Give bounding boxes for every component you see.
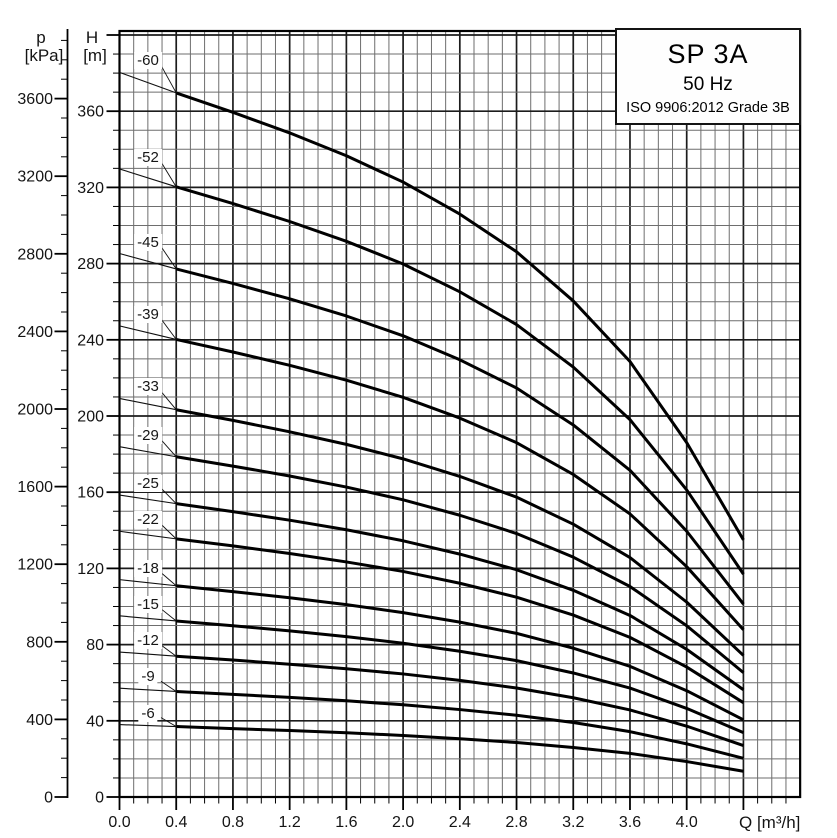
curve-label-9: -9: [138, 668, 158, 686]
flow-tick-label: 3.2: [562, 814, 584, 831]
curve-label-12: -12: [134, 632, 162, 650]
curve-thin-22: [119, 530, 177, 540]
curve-thin-12: [119, 651, 177, 657]
curve-leader-45: [160, 246, 177, 270]
head-tick-label: 120: [77, 561, 104, 578]
curve-thin-6: [119, 724, 177, 728]
curve-thin-52: [119, 168, 177, 188]
curve-25: [176, 502, 745, 691]
flow-tick-label: 2.4: [449, 814, 471, 831]
curve-52: [175, 185, 745, 575]
curve-leader-15: [160, 608, 177, 622]
head-tick-label: 80: [86, 637, 104, 654]
curve-leader-9: [160, 680, 177, 692]
curve-45: [175, 267, 745, 605]
curve-thin-39: [119, 325, 177, 340]
pressure-axis-name: p: [36, 28, 45, 47]
pressure-axis: 0 400 800 1200 1600 2000 2400 2800 3200 3600: [17, 29, 69, 807]
curve-label-6: -6: [138, 704, 158, 722]
curve-label-33: -33: [134, 378, 162, 396]
curve-label-22: -22: [134, 511, 162, 529]
head-tick-label: 0: [95, 790, 104, 807]
pressure-axis-unit: [kPa]: [25, 46, 64, 65]
flow-axis: 0.0 0.4 0.8 1.2 1.6 2.0 2.4 2.8 3.2 3.6 4.0: [108, 797, 787, 831]
curve-15: [176, 619, 745, 734]
grid: [119, 31, 801, 797]
curve-thin-60: [119, 71, 177, 94]
curve-label-45: -45: [134, 233, 162, 251]
flow-tick-label: 1.2: [279, 814, 301, 831]
curve-thin-9: [119, 687, 177, 693]
head-axis-unit: [m]: [83, 46, 107, 65]
pressure-tick-label: 0: [44, 790, 53, 807]
curve-18: [176, 584, 745, 722]
curve-leader-22: [160, 523, 177, 540]
head-tick-label: 360: [77, 104, 104, 121]
curve-6: [176, 725, 744, 773]
curve-leader-52: [160, 161, 177, 188]
pressure-tick-label: 3200: [17, 169, 53, 186]
curve-33: [175, 408, 745, 657]
curve-leader-12: [160, 644, 177, 657]
curve-leader-6: [160, 717, 177, 727]
curve-leader-33: [160, 391, 177, 411]
pressure-tick-label: 2800: [17, 246, 53, 263]
pressure-tick-label: 2000: [17, 402, 53, 419]
head-tick-label: 40: [86, 713, 104, 730]
head-tick-label: 160: [77, 485, 104, 502]
curve-39: [175, 337, 745, 631]
curve-29: [175, 455, 745, 674]
flow-tick-label: 0.8: [222, 814, 244, 831]
curve-9: [176, 689, 744, 760]
curve-thin-15: [119, 615, 177, 622]
curve-leader-39: [160, 318, 177, 340]
curve-label-25: -25: [134, 475, 162, 493]
title-box: SP 3A 50 Hz ISO 9906:2012 Grade 3B: [615, 28, 801, 125]
flow-tick-label: 2.0: [392, 814, 414, 831]
pressure-tick-label: 400: [26, 712, 53, 729]
curve-60: [175, 91, 745, 541]
head-tick-label: 200: [77, 409, 104, 426]
curve-label-29: -29: [134, 426, 162, 444]
curve-leader-25: [160, 487, 177, 504]
flow-tick-label: 0.0: [108, 814, 130, 831]
pressure-tick-label: 1600: [17, 479, 53, 496]
head-tick-label: 240: [77, 332, 104, 349]
curve-thin-29: [119, 446, 177, 458]
iso-standard: ISO 9906:2012 Grade 3B: [626, 100, 790, 116]
head-axis-name: H: [86, 28, 98, 47]
flow-tick-label: 2.8: [505, 814, 527, 831]
pressure-tick-label: 2400: [17, 324, 53, 341]
frequency: 50 Hz: [683, 74, 733, 95]
head-axis: 0 40 80 120 160 200 240 280 320 360: [77, 34, 121, 807]
curve-label-60: -60: [134, 52, 162, 70]
head-tick-label: 280: [77, 256, 104, 273]
pressure-tick-label: 800: [26, 634, 53, 651]
pressure-tick-label: 3600: [17, 91, 53, 108]
flow-tick-label: 4.0: [676, 814, 698, 831]
curve-label-39: -39: [134, 305, 162, 323]
flow-axis-label: Q [m³/h]: [739, 813, 800, 832]
curve-leader-60: [160, 65, 177, 94]
curve-leader-29: [160, 439, 177, 458]
pump-curves: [119, 65, 745, 773]
flow-tick-label: 3.6: [619, 814, 641, 831]
flow-tick-label: 1.6: [335, 814, 357, 831]
curve-thin-18: [119, 579, 177, 587]
curve-thin-25: [119, 494, 177, 505]
pump-model: SP 3A: [667, 39, 749, 69]
curve-thin-45: [119, 252, 177, 270]
curve-22: [176, 537, 745, 704]
curve-label-52: -52: [134, 148, 162, 166]
curve-label-15: -15: [134, 595, 162, 613]
curve-leader-18: [160, 572, 177, 587]
curve-12: [176, 654, 744, 747]
head-tick-label: 320: [77, 180, 104, 197]
curve-thin-33: [119, 397, 177, 411]
flow-tick-label: 0.4: [165, 814, 187, 831]
pressure-tick-label: 1200: [17, 557, 53, 574]
curve-label-18: -18: [134, 559, 162, 577]
